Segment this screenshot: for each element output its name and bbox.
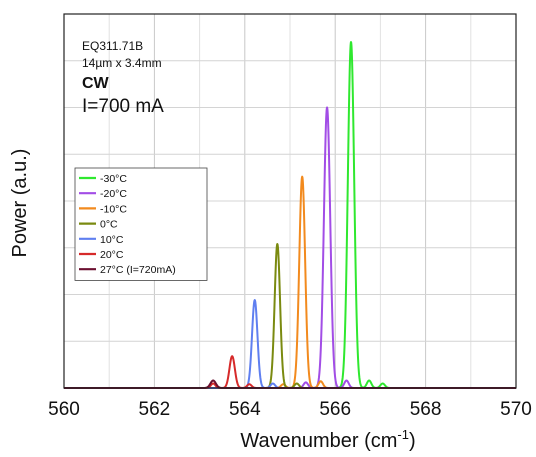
legend-entry: 27°C (I=720mA)	[100, 264, 176, 276]
legend-entry: 10°C	[100, 234, 124, 246]
x-tick-label: 570	[500, 399, 532, 420]
legend-entry: -20°C	[100, 188, 127, 200]
annotation-dimensions: 14µm x 3.4mm	[82, 56, 162, 70]
y-axis-label: Power (a.u.)	[9, 149, 31, 258]
x-tick-label: 564	[229, 399, 261, 420]
annotation-mode: CW	[82, 75, 110, 92]
x-tick-label: 560	[48, 399, 80, 420]
x-tick-label: 562	[139, 399, 171, 420]
x-axis-label-main: Wavenumber (cm	[240, 430, 397, 452]
annotation-current: I=700 mA	[82, 96, 164, 117]
x-tick-label: 566	[319, 399, 351, 420]
x-axis-label: Wavenumber (cm-1)	[240, 427, 415, 452]
legend: -30°C -20°C -10°C 0°C 10°C 20°C 27°C (I=720mA)	[74, 167, 208, 281]
x-tick-label: 568	[410, 399, 442, 420]
legend-entry: 0°C	[100, 219, 118, 231]
x-axis-label-sup: -1	[397, 427, 409, 442]
legend-entry: -10°C	[100, 203, 127, 215]
plot-frame	[63, 13, 517, 389]
legend-box	[74, 167, 208, 281]
legend-entry: -30°C	[100, 173, 127, 185]
x-tick-labels: 560 562 564 566 568 570	[48, 399, 532, 420]
x-axis-label-tail: )	[409, 430, 416, 452]
legend-entry: 20°C	[100, 249, 124, 261]
annotation-device: EQ311.71B	[82, 39, 143, 53]
